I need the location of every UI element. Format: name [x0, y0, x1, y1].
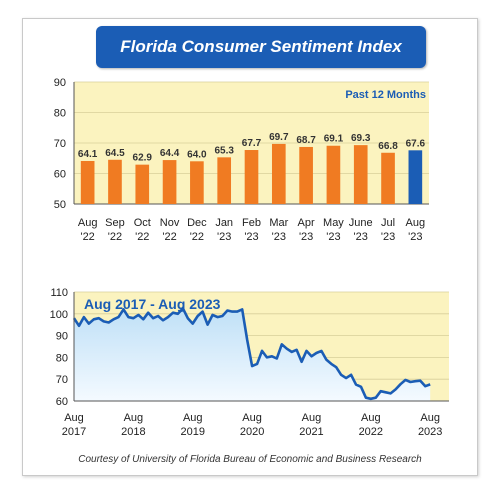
source-credit: Courtesy of University of Florida Bureau… — [78, 454, 422, 465]
bar-y-tick-label: 60 — [54, 169, 66, 181]
area-x-tick-month: Aug — [302, 412, 322, 424]
bar-x-tick-year: '23 — [244, 231, 258, 243]
bar-x-tick-month: Apr — [298, 217, 315, 229]
bar-x-tick-year: '22 — [190, 231, 204, 243]
bar-value-label: 64.0 — [187, 149, 207, 160]
bar-x-tick-month: Nov — [160, 217, 180, 229]
chart-title: Florida Consumer Sentiment Index — [96, 26, 426, 68]
bar-x-tick-year: '23 — [217, 231, 231, 243]
bar-y-tick-label: 80 — [54, 108, 66, 120]
bar — [271, 143, 286, 204]
bar-x-tick-month: Oct — [134, 217, 151, 229]
area-y-tick-label: 90 — [56, 331, 68, 343]
bar-y-tick-label: 70 — [54, 138, 66, 150]
bar-value-label: 67.7 — [242, 138, 262, 149]
bar-value-label: 64.4 — [160, 148, 180, 159]
area-x-tick-year: 2019 — [180, 426, 204, 438]
bar — [408, 150, 423, 204]
bar-x-tick-year: '22 — [135, 231, 149, 243]
area-x-tick-month: Aug — [124, 412, 144, 424]
bar-x-tick-year: '23 — [299, 231, 313, 243]
area-x-tick-month: Aug — [420, 412, 440, 424]
bar-x-tick-month: Dec — [187, 217, 207, 229]
area-x-tick-month: Aug — [64, 412, 84, 424]
area-x-tick-year: 2023 — [418, 426, 442, 438]
area-x-tick-year: 2020 — [240, 426, 264, 438]
bar — [299, 146, 313, 204]
area-y-tick-label: 70 — [56, 374, 68, 386]
bar-x-axis: Aug '22 Sep '22 Oct '22 Nov '22 Dec '22 Jan '23 Feb '… — [78, 217, 425, 243]
bar-series: 64.1 64.5 62.9 64.4 64.0 65.3 67.7 69.7 68.7 69.1… — [78, 132, 426, 204]
bar — [381, 152, 395, 204]
bar — [353, 145, 368, 204]
bar-x-tick-year: '22 — [162, 231, 176, 243]
area-y-tick-label: 60 — [56, 396, 68, 408]
bar-x-tick-month: Mar — [269, 217, 288, 229]
bar — [108, 159, 122, 204]
bar-x-tick-month: Aug — [78, 217, 98, 229]
area-y-tick-label: 110 — [50, 287, 68, 299]
bar-value-label: 69.3 — [351, 133, 371, 144]
area-x-tick-year: 2017 — [62, 426, 86, 438]
area-y-tick-label: 100 — [50, 309, 68, 321]
bar-x-tick-month: Feb — [242, 217, 261, 229]
bar-x-tick-year: '23 — [326, 231, 340, 243]
bar-y-tick-label: 90 — [54, 77, 66, 89]
bar-x-tick-year: '23 — [354, 231, 368, 243]
bar-value-label: 66.8 — [378, 141, 398, 152]
bar-value-label: 68.7 — [296, 135, 316, 146]
date-range-annotation: Aug 2017 - Aug 2023 — [84, 296, 221, 312]
bar-x-tick-year: '23 — [272, 231, 286, 243]
bar — [80, 160, 95, 204]
bar-value-label: 67.6 — [406, 138, 426, 149]
bar-x-tick-month: Aug — [406, 217, 426, 229]
bar-x-tick-month: Sep — [105, 217, 125, 229]
past-12-months-annotation: Past 12 Months — [345, 89, 426, 101]
bar-x-tick-year: '22 — [108, 231, 122, 243]
bar-x-tick-month: June — [349, 217, 373, 229]
bar-value-label: 64.5 — [105, 148, 125, 159]
area-y-tick-label: 80 — [56, 352, 68, 364]
bar — [217, 157, 232, 204]
area-x-tick-year: 2022 — [359, 426, 383, 438]
bar-value-label: 64.1 — [78, 149, 98, 160]
bar-x-tick-year: '22 — [80, 231, 94, 243]
bar-x-tick-month: Jul — [381, 217, 395, 229]
bar — [244, 150, 259, 204]
bar — [190, 161, 204, 204]
bar-x-tick-year: '23 — [381, 231, 395, 243]
bar — [135, 164, 150, 204]
bar-x-tick-month: Jan — [215, 217, 233, 229]
bar-value-label: 69.7 — [269, 132, 289, 143]
bar-value-label: 69.1 — [324, 134, 344, 145]
bar-x-tick-year: '23 — [408, 231, 422, 243]
area-x-tick-month: Aug — [183, 412, 203, 424]
area-x-tick-month: Aug — [242, 412, 262, 424]
area-y-axis: 60 70 80 90 100 110 — [50, 287, 449, 408]
bar — [326, 145, 341, 204]
area-x-tick-month: Aug — [361, 412, 381, 424]
bar-x-tick-month: May — [323, 217, 344, 229]
area-x-tick-year: 2021 — [299, 426, 323, 438]
area-x-axis: Aug 2017 Aug 2018 Aug 2019 Aug 2020 Aug 2021 Aug 20… — [62, 412, 443, 438]
bar-value-label: 65.3 — [214, 145, 234, 156]
bar-y-tick-label: 50 — [54, 199, 66, 211]
bar-value-label: 62.9 — [133, 153, 153, 164]
area-x-tick-year: 2018 — [121, 426, 145, 438]
bar — [162, 160, 177, 204]
area-fill — [74, 308, 431, 401]
sentiment-line — [72, 307, 431, 401]
